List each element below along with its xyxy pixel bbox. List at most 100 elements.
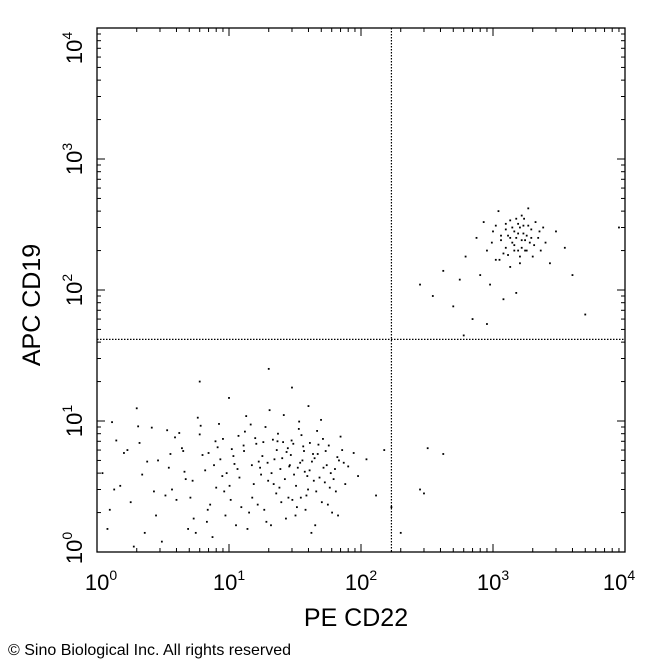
data-point xyxy=(261,455,264,457)
data-point xyxy=(520,239,523,242)
data-point xyxy=(194,531,197,534)
x-tick-label: 100 xyxy=(85,567,117,595)
data-point xyxy=(509,236,512,239)
data-point xyxy=(264,426,267,428)
data-point xyxy=(273,458,276,461)
data-point xyxy=(517,232,520,235)
data-point xyxy=(181,447,183,450)
data-point xyxy=(316,430,319,432)
data-point xyxy=(228,397,230,399)
data-point xyxy=(164,494,167,497)
data-point xyxy=(182,450,185,452)
data-point xyxy=(316,453,319,455)
data-point xyxy=(146,460,149,463)
data-point xyxy=(216,446,219,449)
data-point xyxy=(135,407,138,410)
data-point xyxy=(328,486,331,489)
data-point xyxy=(260,473,262,476)
data-point xyxy=(184,478,187,481)
data-point xyxy=(365,458,368,461)
data-point xyxy=(221,475,224,477)
data-point xyxy=(489,283,491,286)
data-point xyxy=(108,508,111,511)
data-point xyxy=(497,210,500,213)
y-axis-title: APC CD19 xyxy=(18,244,46,366)
data-point xyxy=(513,249,516,252)
data-point xyxy=(390,506,393,509)
data-point xyxy=(171,488,173,491)
data-point xyxy=(357,475,359,477)
data-point xyxy=(507,234,509,237)
data-point xyxy=(549,262,551,265)
data-point xyxy=(296,506,298,509)
data-point xyxy=(294,514,297,517)
data-point xyxy=(259,466,261,469)
data-point xyxy=(252,483,255,485)
data-point xyxy=(523,217,525,220)
data-point xyxy=(267,367,270,370)
data-point xyxy=(339,435,342,438)
data-point xyxy=(563,246,566,249)
data-point xyxy=(143,531,146,534)
data-point xyxy=(322,466,325,469)
data-point xyxy=(265,520,268,523)
data-point xyxy=(303,450,305,452)
data-point xyxy=(233,463,236,465)
data-point xyxy=(504,246,507,249)
data-point xyxy=(315,490,318,493)
data-point xyxy=(291,498,294,501)
data-point xyxy=(295,484,297,487)
data-point xyxy=(228,484,231,487)
data-point xyxy=(115,439,118,442)
y-tick-label: 103 xyxy=(59,143,87,175)
data-point xyxy=(383,449,386,451)
data-point xyxy=(342,461,345,464)
data-point xyxy=(244,430,246,433)
data-point xyxy=(320,418,322,421)
data-point xyxy=(106,528,109,530)
data-point xyxy=(287,496,290,499)
copyright-notice: © Sino Biological Inc. All rights reserv… xyxy=(8,642,292,659)
data-point xyxy=(515,292,518,294)
data-point xyxy=(267,479,270,482)
data-point xyxy=(423,492,425,495)
data-point xyxy=(237,434,240,437)
data-point xyxy=(519,226,521,229)
data-point xyxy=(336,456,339,459)
data-point xyxy=(486,323,488,325)
data-point xyxy=(286,447,289,450)
data-point xyxy=(289,454,292,456)
data-point xyxy=(178,432,181,434)
data-point xyxy=(192,517,195,520)
data-point xyxy=(141,473,144,476)
data-point xyxy=(191,479,194,482)
data-point xyxy=(329,472,332,475)
data-point xyxy=(307,405,310,407)
minor-ticks xyxy=(96,28,625,553)
data-point xyxy=(297,428,300,430)
data-point xyxy=(275,449,278,451)
data-point xyxy=(271,438,274,441)
data-point xyxy=(285,517,287,520)
data-point xyxy=(153,490,155,493)
data-point xyxy=(530,236,533,239)
data-point xyxy=(240,506,243,509)
data-point xyxy=(213,464,215,467)
data-point xyxy=(300,434,303,437)
data-point xyxy=(207,452,210,454)
data-point xyxy=(280,501,283,504)
data-point xyxy=(520,214,523,217)
data-point xyxy=(494,224,497,227)
data-point xyxy=(196,416,199,419)
data-point xyxy=(442,453,445,455)
data-point xyxy=(238,476,241,479)
data-point xyxy=(235,524,237,527)
data-point xyxy=(219,458,222,461)
data-point xyxy=(111,421,113,424)
data-point xyxy=(307,488,309,491)
data-point xyxy=(334,468,336,470)
data-point xyxy=(507,254,509,256)
data-point xyxy=(419,283,421,286)
data-point xyxy=(256,503,259,506)
